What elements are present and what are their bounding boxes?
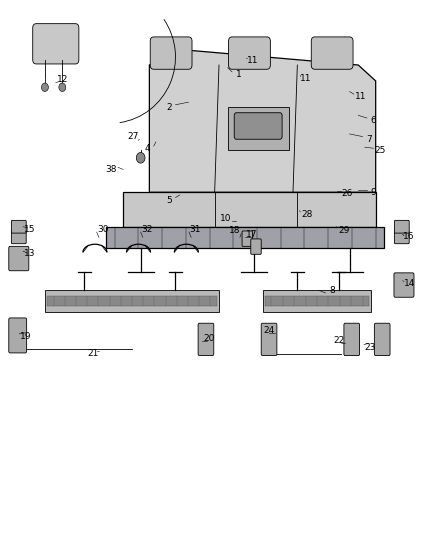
- Text: 10: 10: [220, 214, 231, 223]
- Text: 8: 8: [329, 286, 335, 295]
- FancyBboxPatch shape: [9, 246, 29, 271]
- FancyBboxPatch shape: [374, 323, 390, 356]
- Text: 14: 14: [403, 279, 415, 288]
- FancyBboxPatch shape: [242, 231, 253, 246]
- Circle shape: [59, 83, 66, 92]
- Text: 5: 5: [166, 196, 172, 205]
- Polygon shape: [262, 290, 371, 312]
- Text: 22: 22: [333, 336, 344, 345]
- Text: 31: 31: [190, 225, 201, 234]
- FancyBboxPatch shape: [11, 220, 26, 233]
- Circle shape: [136, 152, 145, 163]
- Text: 11: 11: [247, 56, 259, 65]
- Text: 20: 20: [203, 334, 214, 343]
- Text: 28: 28: [301, 210, 313, 219]
- Text: 26: 26: [342, 189, 353, 198]
- FancyBboxPatch shape: [229, 37, 270, 69]
- Text: 15: 15: [24, 225, 35, 234]
- Text: 6: 6: [371, 116, 376, 125]
- Text: 30: 30: [98, 225, 109, 234]
- FancyBboxPatch shape: [394, 273, 414, 297]
- Text: 18: 18: [229, 227, 240, 236]
- Text: 19: 19: [20, 332, 32, 341]
- FancyBboxPatch shape: [251, 239, 261, 254]
- Text: 24: 24: [263, 326, 274, 335]
- FancyBboxPatch shape: [11, 231, 26, 244]
- FancyBboxPatch shape: [344, 323, 360, 356]
- Polygon shape: [123, 192, 376, 227]
- Text: 11: 11: [300, 74, 312, 83]
- Text: 17: 17: [246, 230, 258, 239]
- Text: 9: 9: [371, 188, 376, 197]
- Polygon shape: [45, 290, 219, 312]
- Text: 13: 13: [24, 249, 35, 259]
- Text: 27: 27: [127, 132, 138, 141]
- Text: 32: 32: [141, 225, 153, 234]
- Polygon shape: [265, 296, 369, 306]
- Text: 1: 1: [236, 70, 241, 79]
- FancyBboxPatch shape: [311, 37, 353, 69]
- FancyBboxPatch shape: [261, 323, 277, 356]
- Circle shape: [42, 83, 48, 92]
- Text: 38: 38: [106, 166, 117, 174]
- Text: 23: 23: [365, 343, 376, 352]
- Polygon shape: [228, 108, 289, 150]
- Text: 11: 11: [355, 92, 366, 101]
- Text: 16: 16: [403, 232, 415, 241]
- Text: 29: 29: [338, 226, 350, 235]
- Polygon shape: [47, 296, 217, 306]
- FancyBboxPatch shape: [234, 113, 282, 139]
- FancyBboxPatch shape: [198, 323, 214, 356]
- FancyBboxPatch shape: [394, 231, 409, 244]
- Text: 21: 21: [87, 350, 99, 359]
- FancyBboxPatch shape: [150, 37, 192, 69]
- FancyBboxPatch shape: [9, 318, 27, 353]
- Polygon shape: [149, 49, 376, 192]
- Text: 12: 12: [57, 75, 68, 84]
- Text: 25: 25: [374, 147, 386, 156]
- Text: 4: 4: [145, 144, 150, 154]
- Text: 7: 7: [366, 135, 372, 144]
- FancyBboxPatch shape: [33, 23, 79, 64]
- FancyBboxPatch shape: [394, 220, 409, 233]
- Text: 2: 2: [166, 103, 172, 112]
- Polygon shape: [106, 227, 385, 248]
